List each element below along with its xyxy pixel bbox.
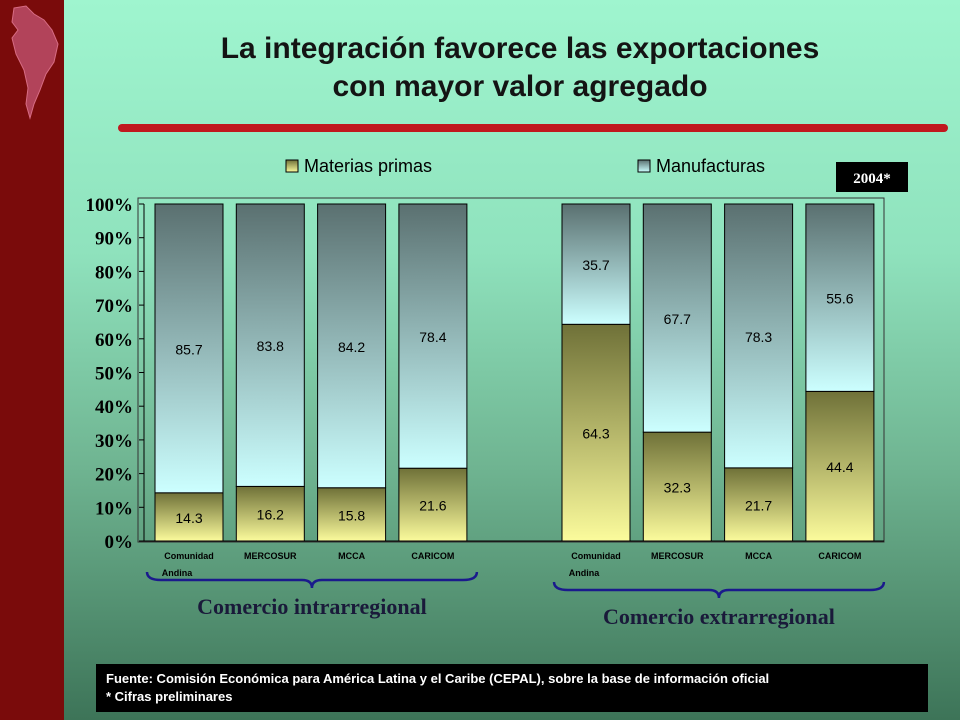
bar-manufacturas xyxy=(317,203,387,489)
category-label: CARICOM xyxy=(818,551,861,561)
plot-area-border xyxy=(137,197,885,543)
y-tick-label: 0% xyxy=(105,532,134,553)
title-line-1: La integración favorece las exportacione… xyxy=(220,32,820,65)
bars: 14.3 85.7 16.2 83.8 15.8 84.2 21.6 78.4 64.3 35.7… xyxy=(154,203,875,542)
y-tick-label: 20% xyxy=(95,465,133,486)
year-badge: 2004* xyxy=(836,162,908,192)
data-label-manufacturas: 67.7 xyxy=(664,311,691,327)
left-accent-bar xyxy=(0,0,64,720)
bar-materias-primas xyxy=(235,485,305,542)
title-underline xyxy=(118,124,948,132)
bar-materias-primas xyxy=(398,467,468,542)
category-label: MERCOSUR xyxy=(651,551,704,561)
group-label: Comercio extrarregional xyxy=(603,604,835,629)
data-label-manufacturas: 83.8 xyxy=(257,338,284,354)
data-label-manufacturas: 84.2 xyxy=(338,339,365,355)
bar-manufacturas xyxy=(398,203,468,469)
data-label-materias-primas: 16.2 xyxy=(257,507,284,523)
y-tick-label: 50% xyxy=(95,364,133,385)
bar-manufacturas xyxy=(561,203,631,325)
x-axis-labels: Comunidad Andina MERCOSUR MCCA CARICOM Comuni… xyxy=(162,551,862,578)
y-axis: 0% 10% 20% 30% 40% 50% 60% 70% 80% 90% 100% xyxy=(86,195,884,553)
slide-title: La integración favorece las exportacione… xyxy=(110,30,930,106)
category-label: CARICOM xyxy=(411,551,454,561)
data-label-manufacturas: 78.3 xyxy=(745,329,772,345)
group-brace xyxy=(552,581,886,599)
bar-materias-primas xyxy=(154,492,224,542)
bar-manufacturas xyxy=(805,203,875,392)
bar-materias-primas xyxy=(642,431,712,542)
group-braces: Comercio intrarregional Comercio extrarre… xyxy=(145,571,886,629)
y-tick-label: 40% xyxy=(95,397,133,418)
category-label: Comunidad xyxy=(164,551,214,561)
y-tick-label: 90% xyxy=(95,229,133,250)
title-line-2: con mayor valor agregado xyxy=(332,70,708,103)
y-tick-label: 100% xyxy=(86,195,134,216)
bar-manufacturas xyxy=(154,203,224,494)
data-label-materias-primas: 15.8 xyxy=(338,507,365,523)
data-label-materias-primas: 21.7 xyxy=(745,497,772,513)
bar-materias-primas xyxy=(561,323,631,542)
legend-swatch-materias-primas xyxy=(285,159,299,173)
y-tick-label: 10% xyxy=(95,498,133,519)
category-label: Comunidad xyxy=(571,551,621,561)
data-label-materias-primas: 32.3 xyxy=(664,480,691,496)
data-label-materias-primas: 64.3 xyxy=(582,426,609,442)
legend-label-manufacturas: Manufacturas xyxy=(656,156,765,176)
footer-note: * Cifras preliminares xyxy=(106,689,233,704)
data-label-manufacturas: 85.7 xyxy=(175,341,202,357)
data-label-manufacturas: 78.4 xyxy=(419,329,446,345)
category-label-line2: Andina xyxy=(162,568,193,578)
category-label: MERCOSUR xyxy=(244,551,297,561)
category-label: MCCA xyxy=(745,551,772,561)
year-badge-text: 2004* xyxy=(853,171,891,187)
data-label-manufacturas: 55.6 xyxy=(826,291,853,307)
category-label-line2: Andina xyxy=(569,568,600,578)
source-footer: Fuente: Comisión Económica para América … xyxy=(96,664,928,712)
legend: Materias primas Manufacturas xyxy=(285,156,765,176)
group-brace xyxy=(145,571,479,589)
group-label: Comercio intrarregional xyxy=(197,594,427,619)
bar-manufacturas xyxy=(235,203,305,487)
y-tick-label: 60% xyxy=(95,330,133,351)
y-tick-label: 30% xyxy=(95,431,133,452)
data-label-manufacturas: 35.7 xyxy=(582,257,609,273)
footer-source: Fuente: Comisión Económica para América … xyxy=(106,671,770,686)
y-tick-label: 80% xyxy=(95,262,133,283)
bar-manufacturas xyxy=(724,203,794,469)
data-label-materias-primas: 21.6 xyxy=(419,498,446,514)
y-tick-label: 70% xyxy=(95,296,133,317)
data-label-materias-primas: 44.4 xyxy=(826,459,853,475)
bar-manufacturas xyxy=(642,203,712,433)
category-label: MCCA xyxy=(338,551,365,561)
legend-swatch-manufacturas xyxy=(637,159,651,173)
year-badge-box xyxy=(836,162,908,192)
legend-label-materias-primas: Materias primas xyxy=(304,156,432,176)
data-label-materias-primas: 14.3 xyxy=(175,510,202,526)
bar-materias-primas xyxy=(805,390,875,542)
latin-america-map-icon xyxy=(11,5,59,120)
bar-materias-primas xyxy=(724,467,794,542)
